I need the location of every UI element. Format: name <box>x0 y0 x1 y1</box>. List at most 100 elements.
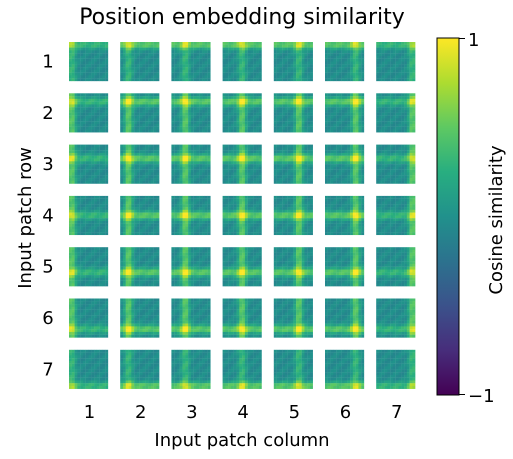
heatmap-cell <box>199 204 203 208</box>
heatmap-cell <box>404 98 407 102</box>
heatmap-cell <box>327 67 331 71</box>
heatmap-cell <box>347 104 351 108</box>
heatmap-cell <box>182 69 186 73</box>
heatmap-cell <box>145 78 149 82</box>
heatmap-cell <box>398 69 402 73</box>
heatmap-cell <box>293 58 297 62</box>
heatmap-cell <box>171 212 175 216</box>
heatmap-cell <box>134 78 138 82</box>
heatmap-cell <box>71 93 75 97</box>
heatmap-cell <box>233 93 237 97</box>
heatmap-cell <box>128 47 132 51</box>
heatmap-cell <box>282 50 286 54</box>
heatmap-cell <box>327 107 331 111</box>
heatmap-cell <box>188 75 192 79</box>
heatmap-cell <box>102 75 106 79</box>
heatmap-cell <box>136 180 140 184</box>
heatmap-cell <box>250 75 254 79</box>
heatmap-cell <box>253 166 257 170</box>
heatmap-cell <box>77 155 81 159</box>
heatmap-cell <box>188 164 192 168</box>
heatmap-cell <box>225 129 229 133</box>
heatmap-cell <box>330 158 334 162</box>
heatmap-cell <box>102 112 106 116</box>
heatmap-cell <box>222 121 226 125</box>
heatmap-cell <box>225 155 229 159</box>
heatmap-cell <box>156 126 160 130</box>
heatmap-cell <box>71 229 75 233</box>
heatmap-cell <box>287 121 291 125</box>
heatmap-cell <box>150 144 154 148</box>
heatmap-cell <box>378 44 382 48</box>
heatmap-cell <box>69 147 72 151</box>
heatmap-cell <box>239 93 243 97</box>
heatmap-cell <box>174 229 178 233</box>
heatmap-cell <box>71 98 75 102</box>
heatmap-cell <box>404 96 407 100</box>
heatmap-cell <box>341 61 345 65</box>
heatmap-cell <box>196 198 200 202</box>
heatmap-cell <box>412 72 416 76</box>
heatmap-cell <box>304 147 308 151</box>
heatmap-cell <box>190 150 194 154</box>
heatmap-cell <box>279 78 283 82</box>
heatmap-cell <box>85 158 89 162</box>
heatmap-cell <box>80 220 84 224</box>
heatmap-cell <box>134 150 138 154</box>
heatmap-cell <box>256 175 259 179</box>
heatmap-cell <box>193 223 197 227</box>
heatmap-cell <box>253 110 257 113</box>
heatmap-cell <box>182 126 186 130</box>
heatmap-cell <box>279 175 283 179</box>
heatmap-cell <box>204 58 208 62</box>
heatmap-cell <box>156 75 160 79</box>
heatmap-cell <box>153 101 157 105</box>
heatmap-cell <box>253 223 257 227</box>
heatmap-cell <box>222 175 226 179</box>
heatmap-cell <box>282 198 286 202</box>
heatmap-cell <box>412 166 416 170</box>
heatmap-cell <box>273 107 277 111</box>
heatmap-cell <box>174 44 178 48</box>
heatmap-cell <box>77 121 81 125</box>
heatmap-cell <box>94 112 98 116</box>
heatmap-cell <box>282 61 286 65</box>
heatmap-cell <box>352 50 356 54</box>
heatmap-cell <box>344 129 348 133</box>
heatmap-cell <box>404 126 407 130</box>
heatmap-cell <box>204 212 208 216</box>
heatmap-cell <box>352 98 356 102</box>
heatmap-cell <box>131 175 135 179</box>
heatmap-cell <box>128 55 132 59</box>
heatmap-cell <box>136 158 140 162</box>
heatmap-cell <box>88 209 92 213</box>
heatmap-cell <box>182 180 186 184</box>
heatmap-cell <box>182 164 186 168</box>
heatmap-cell <box>139 67 143 71</box>
heatmap-cell <box>91 215 95 219</box>
heatmap-cell <box>77 78 81 82</box>
heatmap-cell <box>282 155 286 159</box>
heatmap-cell <box>253 129 257 133</box>
heatmap-cell <box>142 58 146 62</box>
heatmap-cell <box>352 144 356 148</box>
heatmap-cell <box>85 220 89 224</box>
heatmap-cell <box>105 169 109 173</box>
heatmap-cell <box>207 107 211 111</box>
heatmap-cell <box>338 61 342 65</box>
heatmap-cell <box>276 47 280 51</box>
heatmap-cell <box>148 101 151 105</box>
heatmap-cell <box>301 101 305 105</box>
heatmap-cell <box>404 169 407 173</box>
heatmap-cell <box>409 101 413 105</box>
heatmap-cell <box>199 152 203 156</box>
heatmap-cell <box>88 75 92 79</box>
heatmap-cell <box>71 47 75 51</box>
heatmap-cell <box>139 98 143 102</box>
heatmap-cell <box>179 166 183 170</box>
heatmap-cell <box>233 226 237 230</box>
heatmap-cell <box>350 110 354 113</box>
heatmap-cell <box>182 209 186 213</box>
heatmap-cell <box>301 93 305 97</box>
heatmap-cell <box>256 201 259 205</box>
